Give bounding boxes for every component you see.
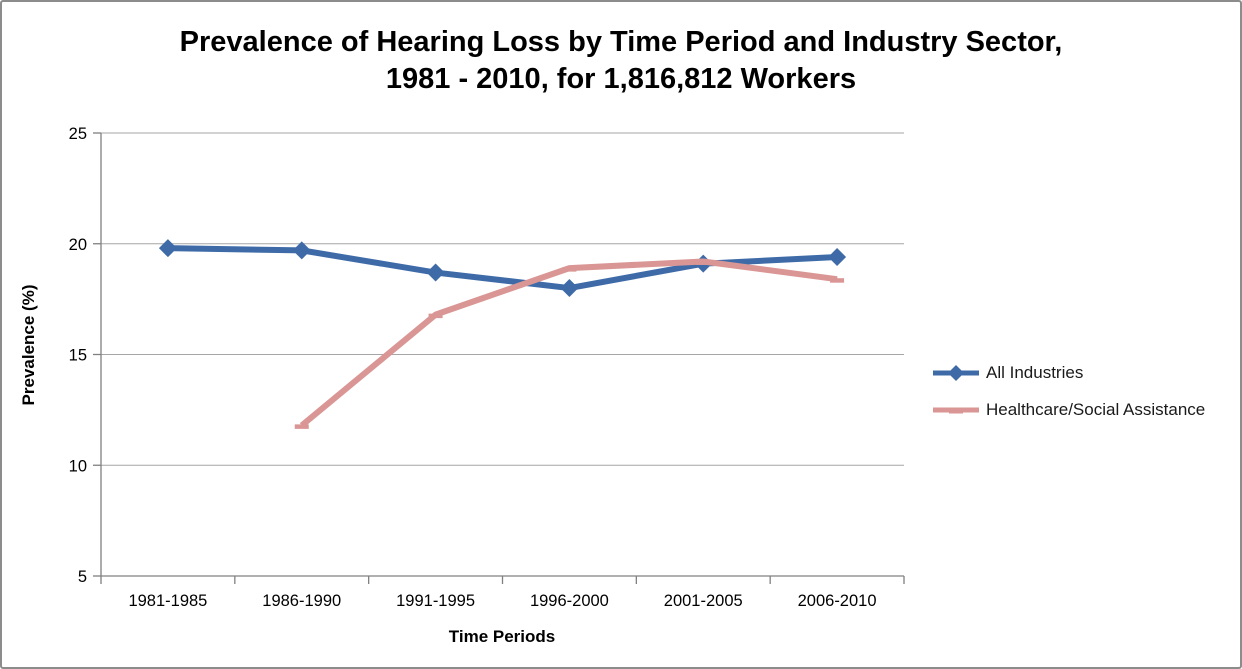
diamond-marker (426, 263, 445, 282)
axes (93, 132, 905, 584)
diamond-marker (292, 241, 311, 260)
y-tick-label: 20 (69, 236, 87, 254)
x-tick-label: 1986-1990 (262, 592, 341, 610)
chart-title: Prevalence of Hearing Loss by Time Perio… (2, 24, 1240, 98)
x-tick-label: 1991-1995 (396, 592, 475, 610)
chart-title-line2: 1981 - 2010, for 1,816,812 Workers (385, 63, 857, 95)
y-tick-label: 10 (69, 457, 87, 475)
y-tick-label: 15 (69, 347, 87, 365)
legend-label: All Industries (986, 362, 1084, 382)
series-healthcare-social-assistance (294, 258, 845, 429)
x-axis-title: Time Periods (448, 627, 556, 646)
diamond-marker (828, 248, 847, 267)
dash-marker (949, 408, 963, 413)
dash-marker (562, 267, 577, 272)
legend-item-healthcare: Healthcare/Social Assistance (933, 397, 1205, 422)
x-tick-label: 2006-2010 (798, 592, 877, 610)
diamond-marker (560, 279, 579, 298)
legend-item-all-industries: All Industries (933, 360, 1205, 385)
dash-marker (428, 313, 443, 319)
legend-label: Healthcare/Social Assistance (986, 399, 1206, 419)
dash-marker (696, 260, 711, 265)
diamond-marker (158, 239, 177, 258)
legend-line-marker-icon (933, 407, 979, 413)
y-axis-title: Prevalence (%) (19, 284, 38, 406)
tick-labels: 5 10 15 20 25 1981-1985 1986-1990 1991-1995 1996… (69, 125, 877, 610)
x-tick-label: 1996-2000 (530, 592, 609, 610)
dash-marker (294, 424, 309, 429)
chart-title-line1: Prevalence of Hearing Loss by Time Perio… (179, 26, 1063, 58)
x-tick-label: 2001-2005 (664, 592, 743, 610)
dash-marker (830, 278, 845, 283)
legend-line-marker-icon (933, 364, 979, 381)
y-tick-label: 5 (78, 568, 87, 586)
legend: All Industries Healthcare/Social Assista… (933, 360, 1205, 422)
diamond-marker (948, 364, 964, 381)
gridlines (101, 132, 904, 466)
y-tick-label: 25 (69, 125, 87, 143)
x-tick-label: 1981-1985 (128, 592, 207, 610)
